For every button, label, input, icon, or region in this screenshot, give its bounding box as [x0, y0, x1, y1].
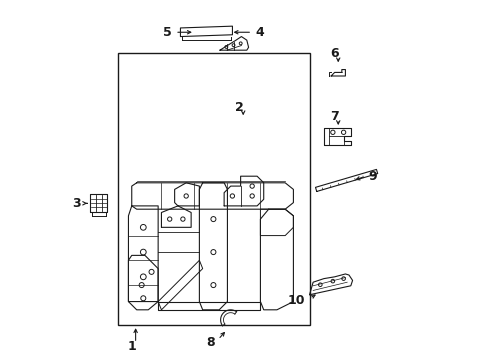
Text: 2: 2: [235, 101, 244, 114]
Text: 5: 5: [163, 26, 172, 39]
Bar: [118, 53, 310, 325]
Text: 4: 4: [256, 26, 265, 39]
Text: 1: 1: [128, 339, 136, 352]
Text: 6: 6: [330, 47, 339, 60]
Text: 9: 9: [368, 170, 377, 183]
Text: 3: 3: [72, 197, 81, 210]
Text: 10: 10: [288, 294, 305, 307]
Text: 7: 7: [330, 110, 339, 123]
Text: 8: 8: [206, 336, 215, 348]
